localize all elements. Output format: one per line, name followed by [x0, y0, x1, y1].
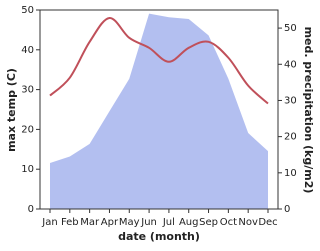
plot-frame [39, 9, 279, 210]
x-tick-label: Nov [238, 217, 258, 228]
x-tick-label: Jul [162, 217, 175, 228]
chart: date (month) max temp (C) med. precipita… [5, 5, 315, 243]
x-axis-title: date (month) [118, 230, 200, 243]
temp-line [49, 16, 269, 105]
y-tick-label: 0 [28, 204, 34, 215]
y2-tick-label: 40 [284, 59, 297, 70]
y-tick-label: 30 [21, 85, 34, 96]
y2-tick-label: 30 [284, 95, 297, 106]
y2-tick-label: 50 [284, 23, 297, 34]
y2-tick-label: 0 [284, 204, 290, 215]
precipitation-area [50, 13, 268, 210]
x-tick-label: Apr [101, 217, 119, 228]
x-tick-label: Sep [199, 217, 218, 228]
y-axis-title: max temp (C) [5, 68, 18, 152]
x-tick-label: Aug [179, 217, 199, 228]
y2-tick-label: 10 [284, 168, 297, 179]
y-tick-label: 20 [21, 124, 34, 135]
y-tick-label: 40 [21, 45, 34, 56]
x-tick-label: Feb [61, 217, 79, 228]
x-tick-label: Jan [41, 217, 57, 228]
y2-tick-label: 20 [284, 132, 297, 143]
y-tick-label: 50 [21, 5, 34, 16]
y2-axis-title: med. precipitation (kg/m2) [302, 27, 315, 194]
y-tick-label: 10 [21, 164, 34, 175]
x-tick-label: Mar [80, 217, 100, 228]
x-tick-label: Jun [140, 217, 157, 228]
x-tick-label: Dec [258, 217, 277, 228]
x-tick-label: May [119, 217, 140, 228]
x-tick-label: Oct [220, 217, 237, 228]
